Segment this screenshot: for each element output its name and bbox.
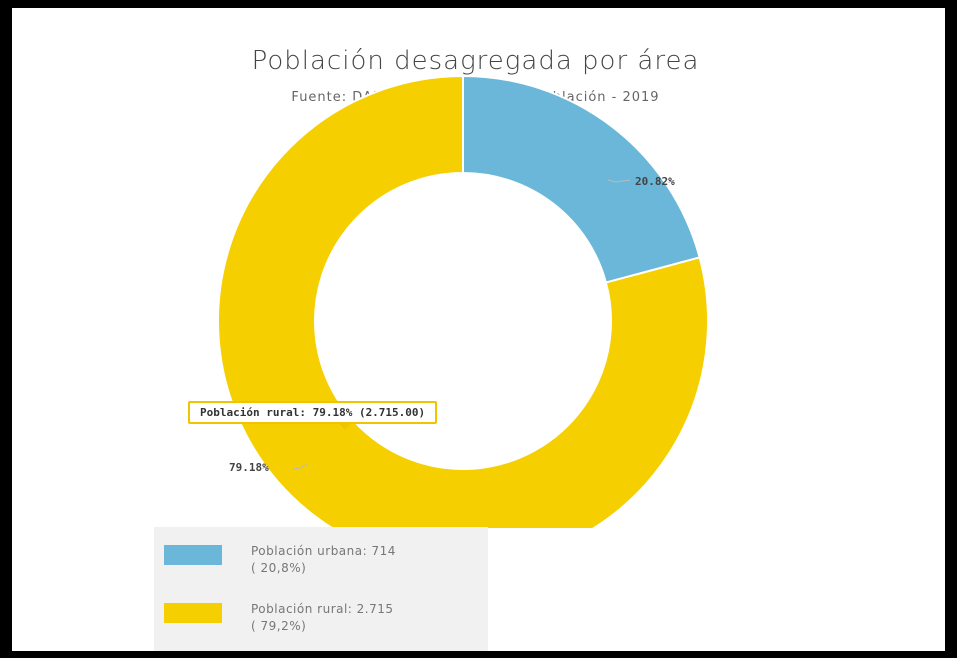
legend-swatch-urbana [164,545,222,565]
leader-line-rural [292,463,308,470]
legend-label-urbana: Población urbana: 714 [251,544,396,558]
donut-chart [217,74,709,528]
legend-swatch-rural [164,603,222,623]
slice-urbana[interactable] [462,74,701,284]
legend-percent-urbana: ( 20,8%) [251,561,307,575]
legend: Población urbana: 714 ( 20,8%) Población… [154,527,488,651]
chart-title: Población desagregada por área [251,46,700,76]
chart-panel: Población desagregada por área Fuente: D… [12,8,945,651]
legend-percent-rural: ( 79,2%) [251,619,307,633]
legend-label-rural: Población rural: 2.715 [251,602,394,616]
slice-label-rural: 79.18% [229,461,269,474]
slice-rural[interactable] [217,74,709,528]
slice-label-urbana: 20.82% [635,175,675,188]
leader-line-urbana [607,179,631,183]
tooltip: Población rural: 79.18% (2.715.00) [188,401,438,424]
tooltip-arrow [338,422,352,430]
